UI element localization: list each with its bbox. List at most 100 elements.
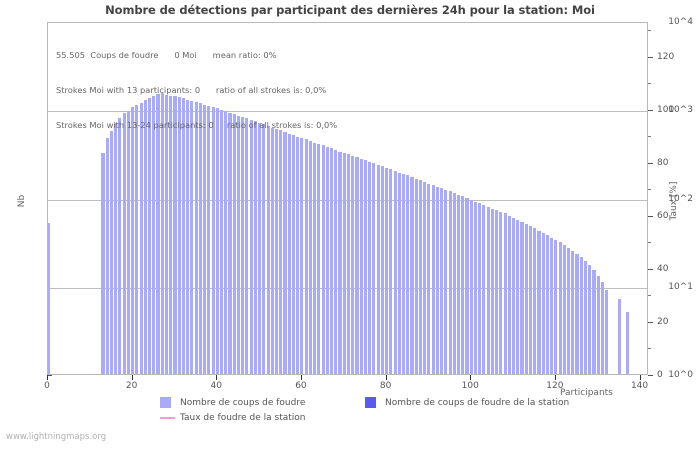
bar xyxy=(148,98,152,374)
bar xyxy=(334,150,338,374)
bar xyxy=(283,131,287,374)
bar xyxy=(253,121,257,374)
bar xyxy=(478,203,482,374)
bar xyxy=(270,127,274,374)
bar xyxy=(304,139,308,374)
bar xyxy=(592,270,596,374)
x-axis-tick-label: 40 xyxy=(210,381,223,391)
gridline xyxy=(48,111,647,113)
y-axis-left-label: Nb xyxy=(17,194,27,208)
bar xyxy=(300,138,304,374)
y-axis-right-tick-label: 40 xyxy=(657,263,669,274)
bar xyxy=(571,250,575,374)
bar xyxy=(351,156,355,374)
bar xyxy=(389,169,393,374)
bar xyxy=(469,199,473,374)
bar xyxy=(448,191,452,374)
bar xyxy=(380,165,384,374)
bar xyxy=(122,113,126,374)
x-axis-tick-label: 0 xyxy=(44,381,50,391)
y-axis-right-tick-label: 120 xyxy=(657,51,675,62)
bar xyxy=(135,104,139,374)
bar xyxy=(550,237,554,374)
bar xyxy=(562,244,566,374)
bar xyxy=(359,158,363,374)
y-axis-right-minor-tick xyxy=(648,295,651,297)
bar xyxy=(186,99,190,374)
x-axis-tick xyxy=(554,375,556,380)
bar xyxy=(461,196,465,374)
bar xyxy=(139,102,143,374)
bar xyxy=(313,142,317,374)
y-axis-right-tick-label: 100 xyxy=(657,104,675,115)
legend-item-0[interactable]: Nombre de coups de foudre xyxy=(160,397,365,408)
y-axis-left-tick xyxy=(47,375,52,376)
bar xyxy=(516,219,520,374)
bar xyxy=(325,146,329,374)
bar xyxy=(465,198,469,374)
bar xyxy=(406,175,410,374)
bar xyxy=(219,109,224,374)
plot-area xyxy=(47,22,648,375)
bar xyxy=(435,186,439,374)
legend-item-2[interactable]: Taux de foudre de la station xyxy=(160,412,305,423)
bar xyxy=(537,230,541,374)
y-axis-right-tick-label: 80 xyxy=(657,157,669,168)
bar xyxy=(177,97,181,374)
bar xyxy=(452,193,456,374)
bar xyxy=(567,247,571,374)
bar xyxy=(330,148,334,374)
bar xyxy=(190,101,194,374)
bar xyxy=(274,128,279,374)
x-axis-tick xyxy=(639,375,641,380)
y-axis-right-tick xyxy=(648,109,653,111)
bar xyxy=(626,312,630,374)
bar xyxy=(490,208,494,374)
x-axis-tick xyxy=(385,375,387,380)
legend-label-2: Taux de foudre de la station xyxy=(180,412,306,423)
bar xyxy=(401,173,406,374)
annotation-line-2: Strokes Moi with 13 participants: 0 rati… xyxy=(56,84,327,95)
y-axis-right-minor-tick xyxy=(648,348,651,350)
bar xyxy=(101,152,105,374)
x-axis-tick xyxy=(300,375,302,380)
bar xyxy=(486,206,490,374)
bar xyxy=(427,183,431,374)
bar xyxy=(291,135,296,374)
x-axis-tick xyxy=(131,375,133,380)
x-axis-tick xyxy=(47,375,48,380)
bar xyxy=(342,152,346,374)
y-axis-right-tick xyxy=(648,56,653,58)
bar xyxy=(224,111,228,374)
x-axis-tick-label: 120 xyxy=(546,381,564,391)
legend-item-1[interactable]: Nombre de coups de foudre de la station xyxy=(365,397,569,408)
bar xyxy=(503,213,507,374)
bar xyxy=(317,143,321,374)
bar xyxy=(109,131,114,374)
x-axis-tick-label: 100 xyxy=(461,381,479,391)
x-axis-tick-label: 80 xyxy=(379,381,392,391)
bar xyxy=(160,93,164,374)
chart-title: Nombre de détections par participant des… xyxy=(105,3,595,17)
bar xyxy=(245,118,249,374)
annotation-block: 55.505 Coups de foudre 0 Moi mean ratio:… xyxy=(56,27,337,155)
y-axis-right-tick xyxy=(648,321,653,323)
bar xyxy=(440,188,444,374)
legend-swatch-station-strokes-icon xyxy=(365,397,376,408)
y-axis-left-tick-label: 10^0 xyxy=(668,370,693,380)
bar xyxy=(575,253,579,374)
bar xyxy=(308,140,312,374)
bar xyxy=(126,110,130,374)
y-axis-right-minor-tick xyxy=(648,83,651,85)
bar xyxy=(393,170,397,374)
bar xyxy=(338,151,342,374)
bar xyxy=(198,103,202,374)
bar xyxy=(495,210,499,374)
bar xyxy=(152,95,156,374)
legend-label-1: Nombre de coups de foudre de la station xyxy=(385,397,570,408)
bar xyxy=(131,107,135,374)
bar xyxy=(456,194,461,374)
bar xyxy=(203,104,207,374)
bar xyxy=(236,115,240,374)
y-axis-right-minor-tick xyxy=(648,242,651,244)
